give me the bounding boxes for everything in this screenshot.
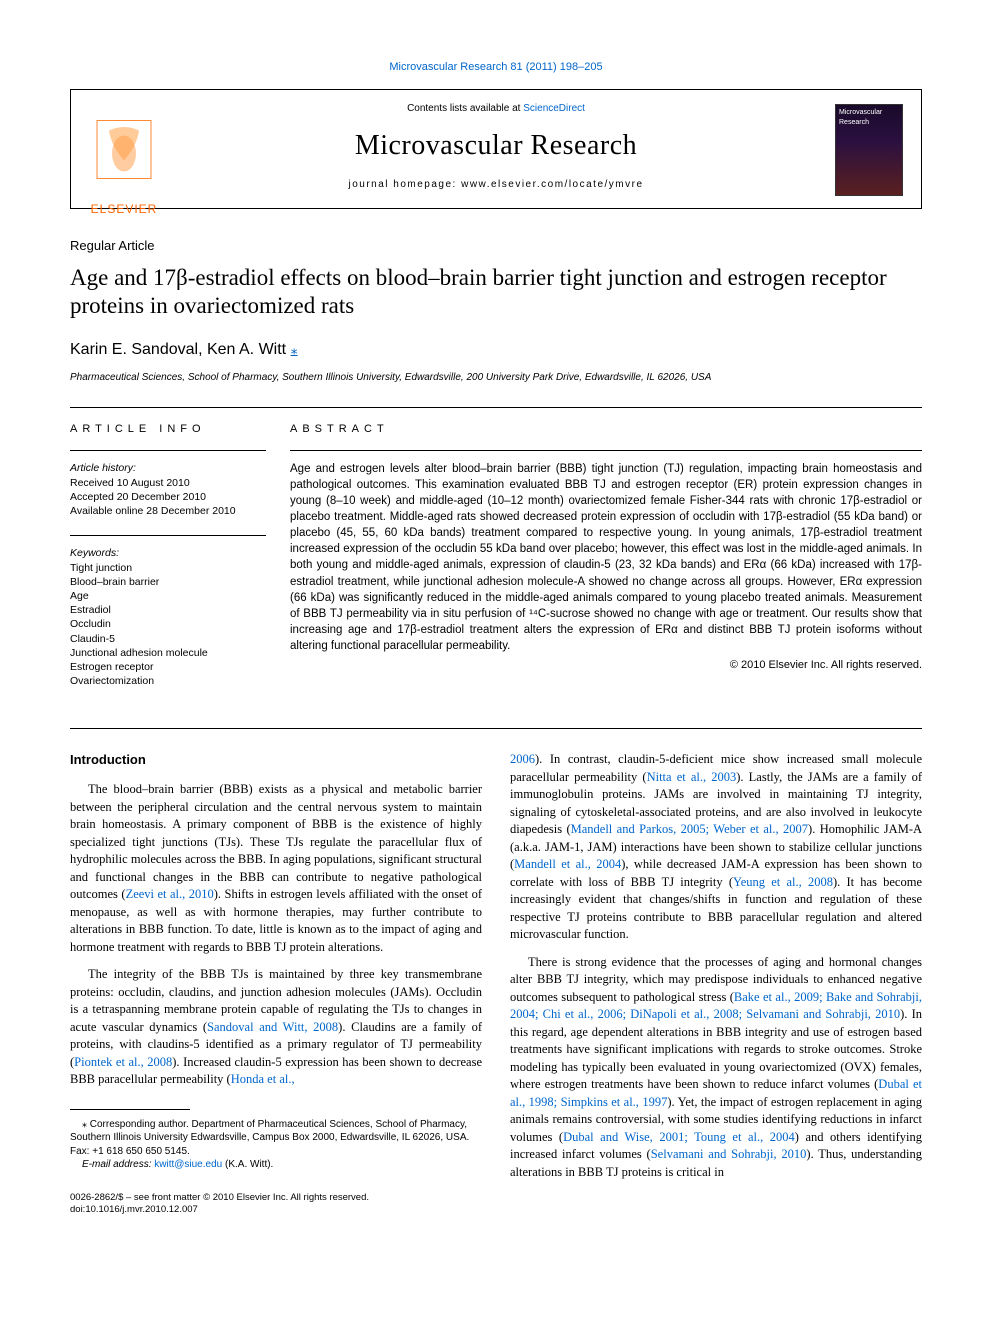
footnote-text: Corresponding author. Department of Phar… xyxy=(70,1119,469,1157)
citation-link[interactable]: Zeevi et al., 2010 xyxy=(126,887,214,901)
article-title: Age and 17β-estradiol effects on blood–b… xyxy=(70,264,922,322)
citation-link[interactable]: Honda et al., xyxy=(231,1072,295,1086)
history-label: Article history: xyxy=(70,461,266,475)
article-type: Regular Article xyxy=(70,237,922,255)
elsevier-text: ELSEVIER xyxy=(89,201,159,218)
contents-prefix: Contents lists available at xyxy=(407,103,523,114)
email-paren: (K.A. Witt). xyxy=(222,1159,273,1170)
journal-header: ELSEVIER Microvascular Research Contents… xyxy=(70,89,922,209)
homepage-prefix: journal homepage: xyxy=(348,179,461,190)
divider-abstract-bottom xyxy=(70,728,922,729)
abstract-text: Age and estrogen levels alter blood–brai… xyxy=(290,461,922,654)
keyword: Blood–brain barrier xyxy=(70,575,266,589)
article-history: Article history: Received 10 August 2010… xyxy=(70,461,266,519)
abstract-column: ABSTRACT Age and estrogen levels alter b… xyxy=(290,422,922,704)
history-online: Available online 28 December 2010 xyxy=(70,504,266,518)
citation-link[interactable]: Dubal and Wise, 2001; Toung et al., 2004 xyxy=(563,1130,795,1144)
keywords-block: Keywords: Tight junction Blood–brain bar… xyxy=(70,546,266,689)
article-info-heading: ARTICLE INFO xyxy=(70,422,266,437)
keywords-label: Keywords: xyxy=(70,546,266,560)
body-paragraph: 2006). In contrast, claudin-5-deficient … xyxy=(510,751,922,944)
history-received: Received 10 August 2010 xyxy=(70,476,266,490)
top-citation-link[interactable]: Microvascular Research 81 (2011) 198–205 xyxy=(70,60,922,75)
email-link[interactable]: kwitt@siue.edu xyxy=(154,1159,222,1170)
citation-link[interactable]: Piontek et al., 2008 xyxy=(74,1055,172,1069)
email-label: E-mail address: xyxy=(82,1159,154,1170)
citation-link[interactable]: 2006 xyxy=(510,752,535,766)
author-names: Karin E. Sandoval, Ken A. Witt xyxy=(70,341,286,358)
corresponding-footnote: ⁎ Corresponding author. Department of Ph… xyxy=(70,1118,482,1159)
affiliation: Pharmaceutical Sciences, School of Pharm… xyxy=(70,371,922,385)
keyword: Estradiol xyxy=(70,603,266,617)
citation-link[interactable]: Yeung et al., 2008 xyxy=(733,875,833,889)
citation-link[interactable]: Mandell et al., 2004 xyxy=(514,857,621,871)
front-matter-line: 0026-2862/$ – see front matter © 2010 El… xyxy=(70,1192,482,1204)
body-paragraph: The blood–brain barrier (BBB) exists as … xyxy=(70,781,482,956)
doi-line: doi:10.1016/j.mvr.2010.12.007 xyxy=(70,1204,482,1216)
body-paragraph: The integrity of the BBB TJs is maintain… xyxy=(70,966,482,1089)
body-text: The blood–brain barrier (BBB) exists as … xyxy=(70,782,482,901)
body-left-column: Introduction The blood–brain barrier (BB… xyxy=(70,751,482,1216)
sciencedirect-link[interactable]: ScienceDirect xyxy=(523,103,585,114)
citation-link[interactable]: Sandoval and Witt, 2008 xyxy=(207,1020,338,1034)
keyword: Ovariectomization xyxy=(70,674,266,688)
elsevier-logo: ELSEVIER xyxy=(89,108,159,193)
footnote-divider xyxy=(70,1109,190,1110)
citation-link[interactable]: Selvamani and Sohrabji, 2010 xyxy=(651,1147,807,1161)
keyword: Claudin-5 xyxy=(70,632,266,646)
abstract-copyright: © 2010 Elsevier Inc. All rights reserved… xyxy=(290,658,922,673)
keyword: Occludin xyxy=(70,617,266,631)
divider-top xyxy=(70,407,922,408)
citation-link[interactable]: Mandell and Parkos, 2005; Weber et al., … xyxy=(571,822,808,836)
article-info-column: ARTICLE INFO Article history: Received 1… xyxy=(70,422,290,704)
journal-homepage: journal homepage: www.elsevier.com/locat… xyxy=(189,178,803,192)
corresponding-star[interactable]: ⁎ xyxy=(291,341,298,357)
authors: Karin E. Sandoval, Ken A. Witt ⁎ xyxy=(70,339,922,361)
bottom-meta: 0026-2862/$ – see front matter © 2010 El… xyxy=(70,1192,482,1217)
history-accepted: Accepted 20 December 2010 xyxy=(70,490,266,504)
abstract-heading: ABSTRACT xyxy=(290,422,922,437)
keyword: Age xyxy=(70,589,266,603)
body-right-column: 2006). In contrast, claudin-5-deficient … xyxy=(510,751,922,1216)
contents-available: Contents lists available at ScienceDirec… xyxy=(189,102,803,116)
journal-cover-label: Microvascular Research xyxy=(836,105,902,131)
keyword: Tight junction xyxy=(70,561,266,575)
keyword: Junctional adhesion molecule xyxy=(70,646,266,660)
journal-name: Microvascular Research xyxy=(189,126,803,165)
homepage-url[interactable]: www.elsevier.com/locate/ymvre xyxy=(461,179,643,190)
body-paragraph: There is strong evidence that the proces… xyxy=(510,954,922,1182)
email-footnote: E-mail address: kwitt@siue.edu (K.A. Wit… xyxy=(70,1158,482,1172)
keyword: Estrogen receptor xyxy=(70,660,266,674)
intro-heading: Introduction xyxy=(70,751,482,769)
citation-link[interactable]: Nitta et al., 2003 xyxy=(647,770,737,784)
journal-cover-thumb: Microvascular Research xyxy=(835,104,903,196)
